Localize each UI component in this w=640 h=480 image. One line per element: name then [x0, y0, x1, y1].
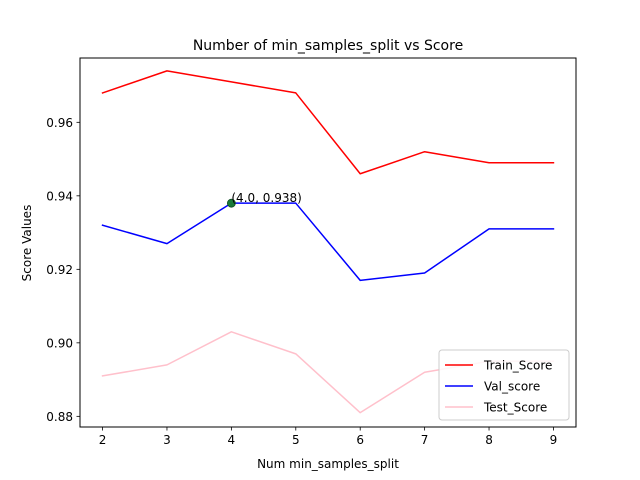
- y-tick-label: 0.96: [46, 116, 73, 130]
- x-tick-label: 4: [228, 433, 236, 447]
- x-tick-label: 7: [421, 433, 429, 447]
- x-tick-label: 6: [356, 433, 364, 447]
- x-tick-label: 9: [550, 433, 558, 447]
- y-tick-label: 0.92: [46, 263, 73, 277]
- x-tick-label: 8: [485, 433, 493, 447]
- legend-label: Train_Score: [483, 359, 552, 373]
- y-axis-ticks: 0.88 0.90 0.92 0.94 0.96: [46, 116, 80, 424]
- x-axis-label: Num min_samples_split: [257, 457, 399, 471]
- x-axis-ticks: 2 3 4 5 6 7 8 9: [99, 427, 558, 447]
- y-tick-label: 0.94: [46, 189, 73, 203]
- axes-frame: [79, 57, 577, 428]
- legend-label: Val_score: [484, 380, 540, 394]
- highlight-point: [226, 198, 236, 208]
- y-axis-label: Score Values: [20, 205, 34, 282]
- highlight-annotation: (4.0, 0.938): [231, 191, 301, 205]
- chart-title: Number of min_samples_split vs Score: [193, 38, 463, 54]
- series-line-train-score: [101, 70, 555, 175]
- series-line-val-score: [101, 202, 555, 282]
- y-tick-label: 0.88: [46, 410, 73, 424]
- x-tick-label: 3: [163, 433, 171, 447]
- chart-legend: Train_Score Val_score Test_Score: [438, 349, 570, 421]
- x-tick-label: 5: [292, 433, 300, 447]
- legend-label: Test_Score: [483, 401, 547, 415]
- x-tick-label: 2: [99, 433, 107, 447]
- legend-box: [438, 349, 570, 421]
- y-tick-label: 0.90: [46, 336, 73, 350]
